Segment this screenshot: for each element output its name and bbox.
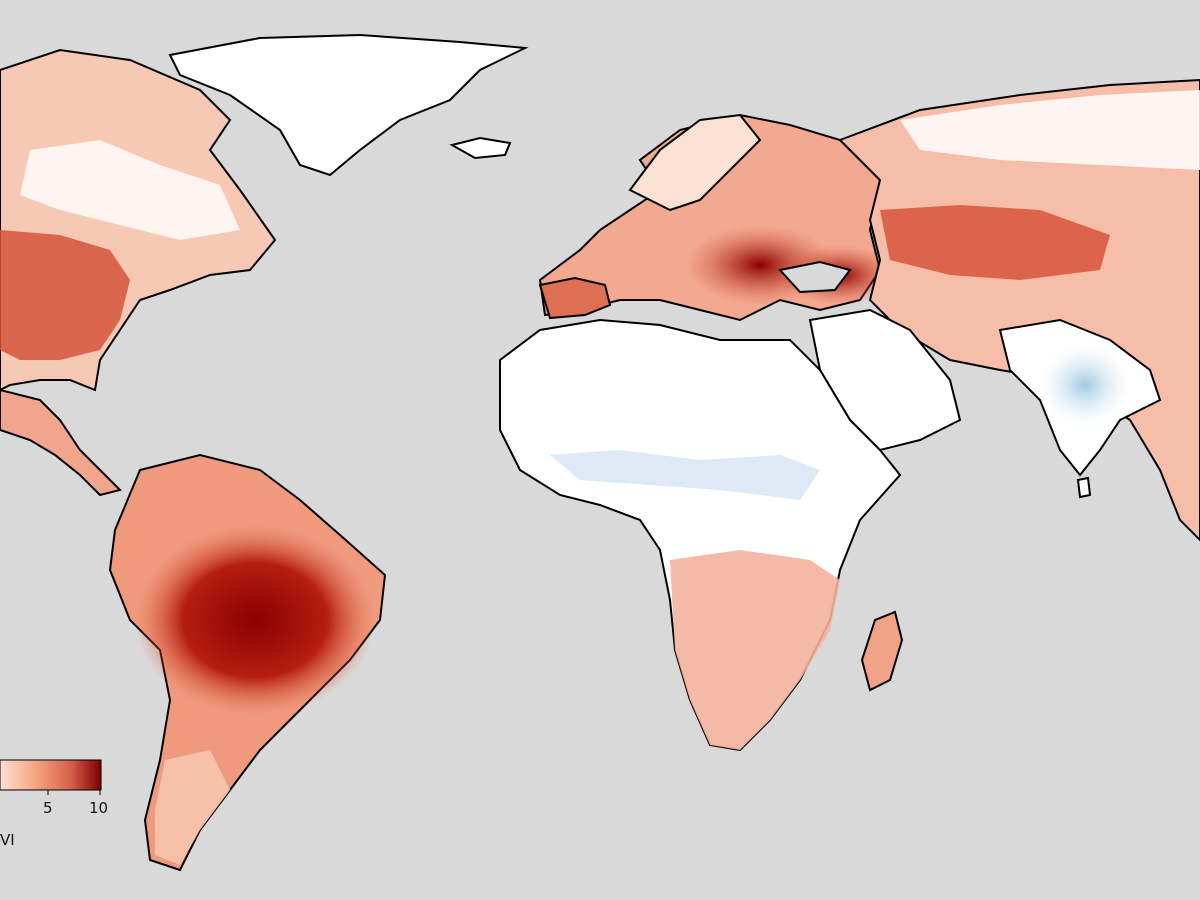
colorbar-tick-10: 10 — [89, 799, 108, 817]
amazon-hotspot — [135, 525, 375, 715]
india-cool-area — [1040, 345, 1130, 425]
central-america-region — [0, 388, 122, 497]
madagascar-region — [860, 610, 904, 692]
black-sea — [778, 260, 852, 294]
patagonia-area — [155, 750, 230, 865]
scandinavia-region — [628, 113, 762, 212]
sri-lanka — [1076, 476, 1092, 499]
greenland-region — [168, 33, 529, 177]
colorbar-tick-5: 5 — [43, 799, 53, 817]
colorbar-label: VI — [0, 831, 15, 849]
central-asia-hot — [880, 205, 1110, 280]
colorbar — [0, 759, 102, 791]
iceland-region — [449, 136, 512, 160]
sahel-cool-band — [550, 450, 820, 500]
southern-africa-warm — [670, 550, 840, 750]
iberia-region — [538, 276, 612, 320]
usa-hot-area — [0, 230, 130, 360]
colorbar-legend: 5 10 VI — [0, 759, 108, 849]
siberia-white — [900, 90, 1200, 170]
canada-north-white — [20, 140, 240, 240]
